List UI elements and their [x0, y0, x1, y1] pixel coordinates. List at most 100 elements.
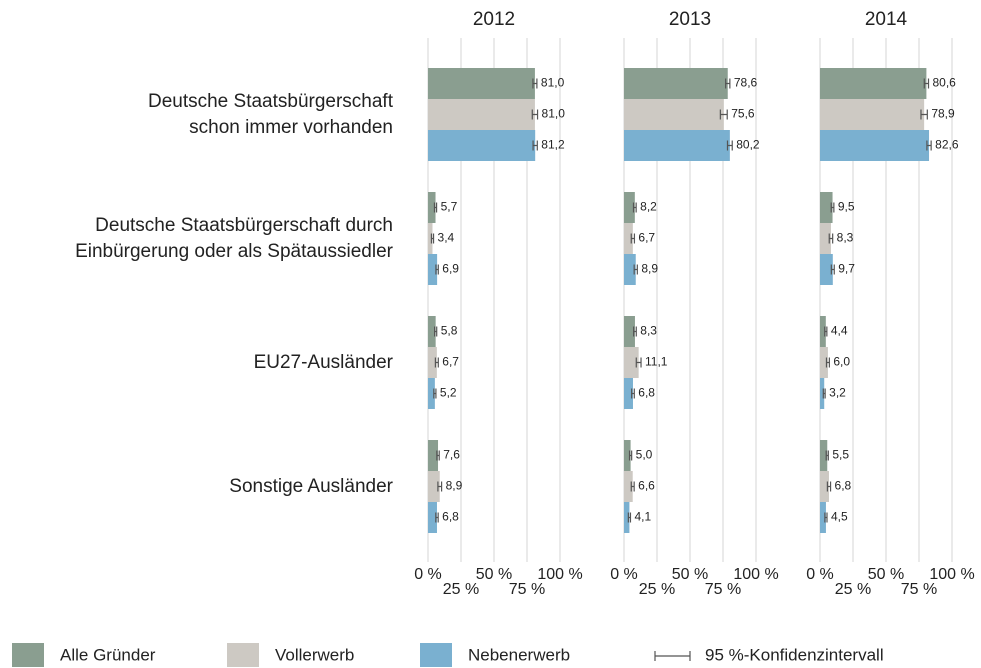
error-bar — [630, 481, 635, 492]
bar — [624, 192, 635, 223]
value-label: 75,6 — [731, 107, 755, 121]
bar — [624, 99, 724, 130]
error-bar — [830, 202, 835, 213]
bar — [428, 130, 536, 161]
error-bar — [920, 109, 928, 120]
x-tick-label: 100 % — [733, 566, 778, 583]
x-tick-label: 0 % — [806, 566, 834, 583]
value-label: 6,8 — [835, 479, 852, 493]
category-label: Sonstige Ausländer — [229, 475, 393, 497]
x-tick-label: 50 % — [476, 566, 512, 583]
legend-swatch — [420, 643, 452, 667]
error-bar — [726, 140, 733, 151]
error-bar — [822, 388, 826, 399]
value-label: 8,9 — [641, 262, 658, 276]
error-bar — [632, 202, 637, 213]
bar — [428, 192, 436, 223]
bar — [428, 378, 435, 409]
value-label: 9,5 — [838, 200, 855, 214]
value-label: 11,1 — [645, 355, 668, 369]
legend-label: Vollerwerb — [275, 645, 354, 664]
bar — [820, 99, 925, 130]
value-label: 8,3 — [640, 324, 657, 338]
error-bar — [633, 326, 637, 337]
bar — [428, 440, 439, 471]
value-label: 7,6 — [443, 448, 460, 462]
x-tick-label: 50 % — [672, 566, 708, 583]
error-bar — [635, 357, 642, 368]
bar — [820, 223, 831, 254]
error-bar — [826, 481, 832, 492]
bar — [624, 440, 631, 471]
value-label: 81,0 — [542, 107, 566, 121]
bar — [624, 347, 639, 378]
bar — [820, 316, 826, 347]
error-bar — [435, 512, 439, 523]
x-tick-label: 100 % — [537, 566, 582, 583]
error-bar — [532, 78, 538, 89]
value-label: 5,0 — [636, 448, 653, 462]
value-label: 4,4 — [831, 324, 848, 338]
value-label: 80,6 — [933, 76, 957, 90]
value-label: 8,3 — [837, 231, 854, 245]
value-label: 80,2 — [736, 138, 760, 152]
error-bar — [437, 481, 443, 492]
bar — [820, 192, 833, 223]
value-label: 8,9 — [446, 479, 463, 493]
x-tick-label: 0 % — [414, 566, 442, 583]
bar — [820, 440, 828, 471]
x-tick-label: 25 % — [639, 581, 675, 598]
bar — [428, 68, 535, 99]
bar — [428, 347, 437, 378]
x-tick-label: 50 % — [868, 566, 904, 583]
bar — [624, 316, 635, 347]
error-bar — [824, 326, 828, 337]
panel-title: 2013 — [669, 9, 711, 30]
error-bar — [631, 388, 635, 399]
error-bar — [830, 264, 835, 275]
value-label: 4,5 — [831, 510, 848, 524]
x-tick-label: 0 % — [610, 566, 638, 583]
error-bar — [628, 450, 633, 461]
panel-title: 2014 — [865, 9, 908, 30]
value-label: 81,2 — [541, 138, 565, 152]
error-bar — [923, 78, 930, 89]
bar — [820, 502, 826, 533]
value-label: 6,0 — [833, 355, 850, 369]
error-bar — [825, 357, 830, 368]
error-bar — [633, 264, 638, 275]
error-bar — [436, 450, 440, 461]
error-bar — [433, 388, 437, 399]
bar — [820, 471, 829, 502]
bar — [624, 471, 633, 502]
error-bar — [825, 450, 829, 461]
bar — [820, 68, 927, 99]
panel-title: 2012 — [473, 9, 515, 30]
error-bar — [725, 78, 731, 89]
error-bar — [926, 140, 932, 151]
bar — [428, 471, 440, 502]
bar — [428, 99, 535, 130]
value-label: 78,9 — [931, 107, 955, 121]
value-label: 4,1 — [634, 510, 651, 524]
bar — [820, 378, 825, 409]
value-label: 3,2 — [829, 386, 846, 400]
category-label: EU27-Ausländer — [253, 351, 393, 373]
x-tick-label: 75 % — [901, 581, 937, 598]
error-bar — [824, 512, 828, 523]
value-label: 81,0 — [541, 76, 565, 90]
legend-label: Alle Gründer — [60, 645, 156, 664]
error-bar — [434, 357, 439, 368]
legend-label: 95 %-Konfidenzintervall — [705, 645, 884, 664]
bar — [624, 254, 636, 285]
error-bar — [434, 326, 438, 337]
x-tick-label: 75 % — [705, 581, 741, 598]
error-bar — [532, 140, 538, 151]
value-label: 6,9 — [442, 262, 459, 276]
error-bar — [828, 233, 834, 244]
value-label: 6,8 — [638, 386, 655, 400]
value-label: 78,6 — [734, 76, 758, 90]
value-label: 8,2 — [640, 200, 657, 214]
bar — [624, 223, 633, 254]
